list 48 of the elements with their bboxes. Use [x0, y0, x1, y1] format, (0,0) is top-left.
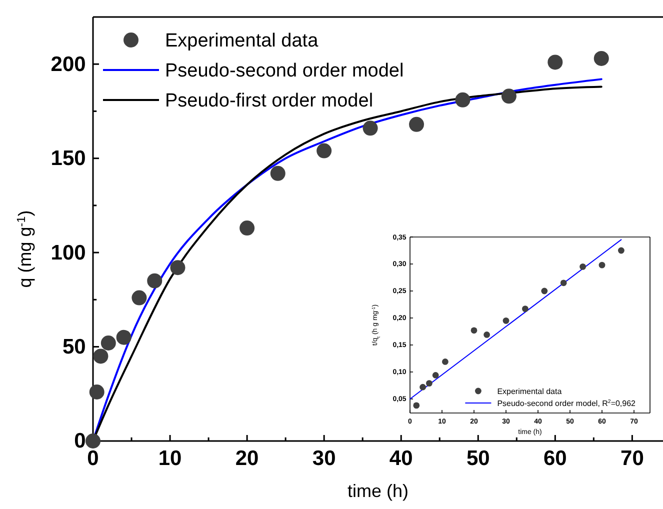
point — [89, 384, 104, 400]
point — [598, 262, 606, 268]
point — [455, 92, 470, 108]
point — [522, 306, 528, 312]
point — [270, 166, 286, 181]
point — [432, 372, 439, 378]
point — [580, 264, 586, 270]
point — [442, 358, 448, 365]
x-tick-label: 50 — [466, 447, 490, 470]
point — [618, 247, 624, 254]
x-tick-label: 40 — [389, 447, 413, 470]
point — [100, 336, 116, 350]
x-tick-label: 10 — [158, 447, 182, 470]
point — [470, 327, 478, 334]
x-tick-label: 70 — [620, 447, 644, 470]
point — [170, 260, 186, 276]
y-tick-label: 150 — [50, 147, 86, 170]
point — [484, 332, 490, 338]
point — [86, 434, 100, 448]
x-tick-label: 20 — [235, 447, 259, 470]
y-tick-label: 200 — [50, 52, 86, 76]
point — [560, 280, 567, 286]
point — [501, 88, 516, 104]
legend-label: Pseudo-second order model, R$^{2}$=0,962 — [497, 398, 636, 408]
point — [502, 317, 510, 324]
point — [548, 54, 563, 70]
point — [426, 380, 432, 386]
point — [316, 143, 332, 158]
legend-label: Pseudo-second order model — [165, 60, 404, 82]
x-tick-label: 60 — [543, 447, 567, 470]
point — [541, 288, 548, 294]
point — [594, 50, 609, 66]
point — [420, 384, 426, 390]
x-tick-label: 30 — [312, 447, 336, 470]
point — [132, 290, 147, 306]
legend-label: Experimental data — [165, 30, 319, 52]
point — [116, 330, 132, 345]
point — [147, 273, 162, 288]
point — [240, 220, 255, 236]
point — [409, 116, 424, 132]
y-tick-label: 100 — [50, 241, 86, 264]
y-tick-label: 50 — [62, 336, 86, 358]
point — [413, 402, 420, 409]
point — [93, 348, 108, 364]
x-axis-title: time (h) — [347, 481, 409, 501]
legend-label: Pseudo-first order model — [165, 90, 374, 112]
legend-label: Experimental data — [497, 386, 562, 396]
point — [362, 120, 378, 136]
